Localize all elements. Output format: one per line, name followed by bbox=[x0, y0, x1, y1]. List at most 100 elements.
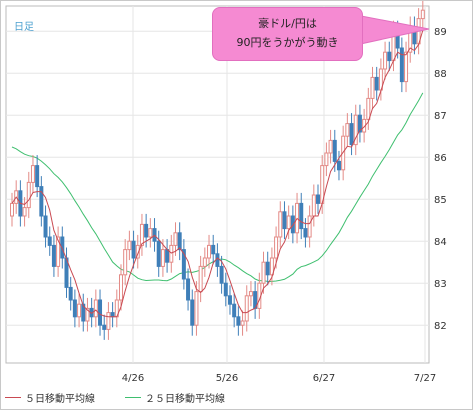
candle-body bbox=[299, 202, 304, 230]
x-tick-label: 7/27 bbox=[414, 373, 436, 384]
period-label: 日足 bbox=[14, 22, 34, 33]
candle-body bbox=[123, 249, 128, 276]
candle-body bbox=[223, 282, 228, 297]
candle-body bbox=[139, 223, 144, 246]
y-tick-label: 82 bbox=[434, 321, 447, 332]
candle-body bbox=[194, 291, 199, 326]
candle-body bbox=[211, 244, 216, 255]
candle-body bbox=[328, 139, 333, 154]
candle-body bbox=[236, 316, 241, 326]
candle-body bbox=[72, 299, 77, 318]
candle-body bbox=[177, 232, 182, 251]
legend: ５日移動平均線 ２５日移動平均線 bbox=[1, 387, 473, 409]
candle-body bbox=[278, 211, 283, 238]
candle-body bbox=[324, 152, 329, 167]
candle-body bbox=[303, 228, 308, 238]
candle-body bbox=[244, 295, 249, 322]
candle-body bbox=[77, 303, 82, 318]
candle-body bbox=[106, 312, 111, 330]
candle-body bbox=[144, 223, 149, 238]
candle-body bbox=[30, 165, 35, 183]
candle-body bbox=[366, 97, 371, 120]
legend-swatch-ma25 bbox=[125, 397, 141, 398]
candle-body bbox=[307, 215, 312, 238]
candle-body bbox=[404, 51, 409, 83]
candle-body bbox=[56, 236, 61, 267]
candle-body bbox=[51, 244, 56, 267]
candle-body bbox=[265, 261, 270, 276]
y-tick-label: 84 bbox=[434, 237, 447, 248]
candle-body bbox=[311, 194, 316, 217]
candle-body bbox=[215, 253, 220, 267]
candle-body bbox=[131, 240, 136, 259]
candle-body bbox=[181, 249, 186, 280]
ma5-path bbox=[11, 30, 424, 318]
candle-body bbox=[169, 244, 174, 263]
callout-box: 豪ドル/円は 90円をうかがう動き bbox=[212, 7, 363, 61]
candle-body bbox=[357, 114, 362, 133]
y-tick-label: 83 bbox=[434, 279, 447, 290]
candle-body bbox=[198, 265, 203, 293]
candle-body bbox=[39, 186, 44, 217]
candle-body bbox=[219, 265, 224, 284]
candle-body bbox=[156, 240, 161, 267]
candle-body bbox=[349, 123, 354, 146]
candle-body bbox=[118, 274, 123, 301]
callout-line-2: 90円をうかがう動き bbox=[236, 36, 339, 49]
candle-body bbox=[165, 249, 170, 263]
candle-body bbox=[248, 291, 253, 297]
candle-body bbox=[35, 165, 40, 188]
candle-body bbox=[370, 76, 375, 99]
candle-body bbox=[261, 261, 266, 284]
candle-body bbox=[207, 244, 212, 259]
candle-body bbox=[420, 9, 425, 20]
candle-body bbox=[22, 207, 27, 217]
candle-body bbox=[353, 114, 358, 146]
candle-body bbox=[387, 51, 392, 62]
x-tick-label: 4/26 bbox=[122, 373, 144, 384]
candle-body bbox=[374, 76, 379, 91]
candle-body bbox=[81, 303, 86, 322]
legend-label-ma25: ２５日移動平均線 bbox=[145, 394, 225, 405]
candle-body bbox=[102, 324, 107, 330]
legend-swatch-ma5 bbox=[5, 397, 21, 398]
candle-body bbox=[68, 286, 73, 301]
candle-body bbox=[282, 211, 287, 230]
candle-body bbox=[93, 299, 98, 318]
x-tick-label: 5/26 bbox=[216, 373, 238, 384]
y-tick-label: 85 bbox=[434, 195, 447, 206]
candle-body bbox=[186, 278, 191, 301]
y-tick-label: 88 bbox=[434, 69, 447, 80]
legend-item-ma5: ５日移動平均線 bbox=[5, 390, 95, 405]
y-tick-label: 87 bbox=[434, 111, 447, 122]
y-tick-label: 89 bbox=[434, 27, 447, 38]
candle-body bbox=[240, 320, 245, 326]
plot-border bbox=[5, 5, 430, 364]
candle-body bbox=[160, 249, 165, 267]
callout-line-1: 豪ドル/円は bbox=[258, 17, 317, 30]
candle-body bbox=[47, 236, 52, 246]
candle-body bbox=[399, 47, 404, 83]
ma5-line bbox=[11, 30, 424, 318]
candle-body bbox=[110, 312, 115, 318]
legend-item-ma25: ２５日移動平均線 bbox=[125, 390, 225, 405]
candle-body bbox=[127, 240, 132, 251]
candle-body bbox=[173, 232, 178, 246]
candle-body bbox=[336, 160, 341, 171]
candle-body bbox=[383, 51, 388, 70]
candle-body bbox=[26, 181, 31, 209]
candle-body bbox=[332, 139, 337, 162]
candle-body bbox=[202, 257, 207, 267]
candle-body bbox=[190, 299, 195, 326]
candle-body bbox=[60, 236, 65, 259]
candle-body bbox=[43, 215, 48, 238]
candle-body bbox=[232, 303, 237, 318]
x-tick-label: 6/27 bbox=[313, 373, 335, 384]
candle-body bbox=[274, 236, 279, 259]
candle-body bbox=[10, 202, 14, 217]
candle-body bbox=[286, 215, 291, 230]
candle-body bbox=[148, 228, 153, 238]
candle-body bbox=[269, 257, 274, 276]
